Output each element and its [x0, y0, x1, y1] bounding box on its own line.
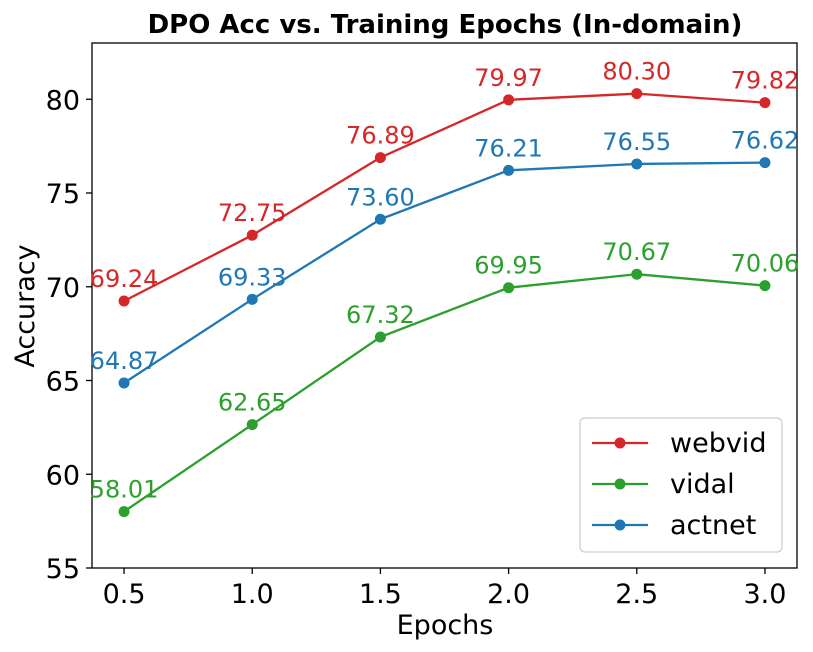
data-label-actnet: 69.33 [218, 263, 287, 291]
series-line-vidal [123, 273, 766, 513]
y-tick-label: 70 [46, 273, 80, 304]
chart-title: DPO Acc vs. Training Epochs (In-domain) [148, 10, 743, 40]
y-tick-label: 65 [46, 367, 80, 398]
series-line-webvid [123, 92, 766, 303]
data-label-vidal: 69.95 [474, 252, 543, 280]
data-point-webvid [246, 229, 258, 241]
data-point-webvid [503, 94, 515, 106]
data-label-webvid: 69.24 [90, 265, 159, 293]
data-label-vidal: 70.67 [602, 238, 671, 266]
plot-frame [91, 42, 798, 569]
data-point-actnet [374, 213, 386, 225]
legend-box [579, 417, 783, 553]
legend-label-actnet: actnet [670, 510, 756, 541]
data-label-actnet: 64.87 [90, 347, 159, 375]
legend-marker-vidal [614, 478, 626, 490]
y-tick-label: 55 [46, 554, 80, 585]
data-point-actnet [759, 157, 771, 169]
data-label-vidal: 62.65 [218, 389, 287, 417]
data-point-webvid [374, 152, 386, 164]
series-line-actnet [123, 161, 765, 384]
y-tick-label: 75 [46, 179, 80, 210]
x-axis-label: Epochs [397, 610, 494, 641]
data-label-webvid: 76.89 [346, 122, 415, 150]
data-point-webvid [759, 97, 771, 109]
data-label-webvid: 72.75 [218, 199, 287, 227]
legend-label-webvid: webvid [670, 428, 766, 459]
data-label-actnet: 76.55 [602, 128, 671, 156]
plot-area: 0.5 1.0 1.5 2.0 2.5 3.0 55 60 65 70 75 80 69.24 72.75… [46, 42, 800, 610]
data-point-actnet [503, 164, 515, 176]
x-tick-label: 0.5 [103, 579, 146, 610]
data-label-vidal: 58.01 [90, 476, 159, 504]
data-label-webvid: 79.82 [731, 67, 800, 95]
data-point-vidal [759, 280, 771, 292]
y-tick-label: 60 [46, 460, 80, 491]
data-label-vidal: 70.06 [731, 250, 800, 278]
x-tick-label: 2.5 [615, 579, 658, 610]
data-point-vidal [118, 506, 130, 518]
legend-label-vidal: vidal [670, 469, 735, 500]
data-label-actnet: 76.21 [474, 134, 543, 162]
data-label-webvid: 80.30 [602, 58, 671, 86]
legend: webvid vidal actnet [579, 417, 783, 553]
data-point-vidal [503, 282, 515, 294]
data-label-actnet: 76.62 [731, 127, 800, 155]
x-tick-label: 1.5 [359, 579, 402, 610]
x-tick-label: 3.0 [743, 579, 786, 610]
y-tick-label: 80 [46, 85, 80, 116]
data-point-vidal [631, 268, 643, 280]
data-point-vidal [246, 419, 258, 431]
x-tick-label: 1.0 [231, 579, 274, 610]
data-point-actnet [631, 158, 643, 170]
legend-marker-actnet [614, 519, 626, 531]
data-label-actnet: 73.60 [346, 183, 415, 211]
data-label-webvid: 79.97 [474, 64, 543, 92]
data-point-vidal [374, 331, 386, 343]
data-point-actnet [118, 377, 130, 389]
data-point-webvid [118, 295, 130, 307]
x-tick-label: 2.0 [487, 579, 530, 610]
y-axis-label: Accuracy [10, 244, 41, 367]
data-label-vidal: 67.32 [346, 301, 415, 329]
legend-marker-webvid [614, 437, 626, 449]
data-point-webvid [631, 88, 643, 100]
data-point-actnet [246, 293, 258, 305]
